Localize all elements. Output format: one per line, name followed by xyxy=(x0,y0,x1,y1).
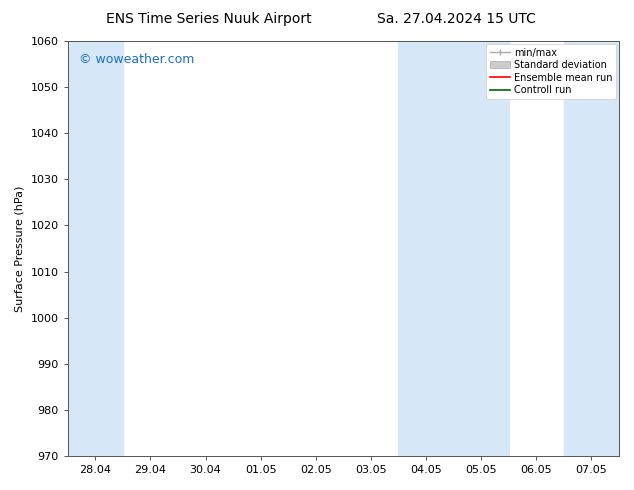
Bar xyxy=(68,41,123,456)
Legend: min/max, Standard deviation, Ensemble mean run, Controll run: min/max, Standard deviation, Ensemble me… xyxy=(486,44,616,99)
Text: Sa. 27.04.2024 15 UTC: Sa. 27.04.2024 15 UTC xyxy=(377,12,536,26)
Text: ENS Time Series Nuuk Airport: ENS Time Series Nuuk Airport xyxy=(107,12,312,26)
Bar xyxy=(399,41,508,456)
Bar xyxy=(564,41,619,456)
Y-axis label: Surface Pressure (hPa): Surface Pressure (hPa) xyxy=(15,185,25,312)
Text: © woweather.com: © woweather.com xyxy=(79,53,194,67)
